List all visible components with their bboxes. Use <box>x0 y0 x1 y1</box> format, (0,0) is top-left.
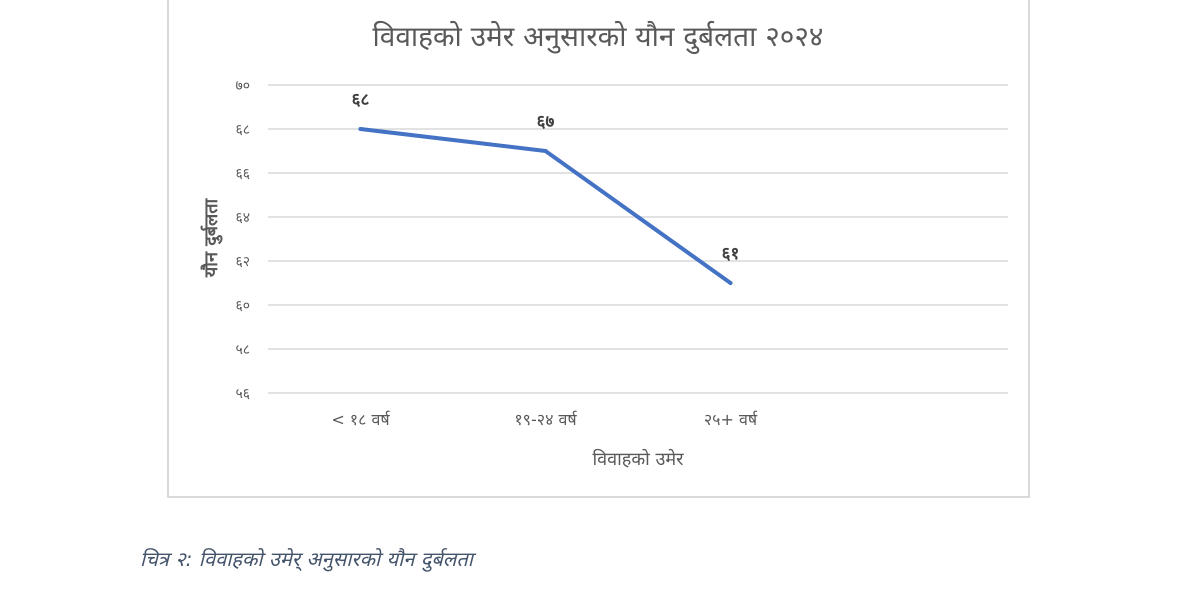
y-tick-label: ६८ <box>235 122 250 138</box>
chart-frame <box>167 0 1030 498</box>
y-tick-label: ७० <box>235 78 250 94</box>
data-label: ६७ <box>537 112 555 132</box>
y-tick-label: ६४ <box>235 210 250 226</box>
x-axis-title: विवाहको उमेर <box>592 448 684 470</box>
x-axis-tick-labels: < १८ वर्ष १९-२४ वर्ष २५+ वर्ष <box>331 410 758 429</box>
data-point <box>358 127 363 131</box>
series-layer <box>358 127 733 285</box>
data-label: ६१ <box>722 244 740 264</box>
line-chart: विवाहको उमेर अनुसारको यौन दुर्बलता २०२४ … <box>200 20 1008 470</box>
y-axis-title: यौन दुर्बलता <box>200 198 223 279</box>
y-tick-label: ६२ <box>235 254 250 270</box>
y-tick-label: ६६ <box>235 166 250 182</box>
figure-caption: चित्र २: विवाहको उमेर् अनुसारको यौन दुर्… <box>140 547 473 571</box>
x-tick-label: १९-२४ वर्ष <box>514 410 577 429</box>
x-tick-label: < १८ वर्ष <box>331 410 390 429</box>
data-point <box>728 281 733 285</box>
y-axis-tick-labels: ५६ ५८ ६० ६२ ६४ ६६ ६८ ७० <box>235 78 250 402</box>
data-label: ६८ <box>352 90 370 110</box>
y-tick-label: ६० <box>235 298 250 314</box>
y-tick-label: ५८ <box>235 342 250 358</box>
chart-title: विवाहको उमेर अनुसारको यौन दुर्बलता २०२४ <box>373 20 824 55</box>
data-labels: ६८ ६७ ६१ <box>352 90 740 264</box>
x-tick-label: २५+ वर्ष <box>704 410 758 429</box>
y-tick-label: ५६ <box>235 386 250 402</box>
data-point <box>543 149 548 153</box>
